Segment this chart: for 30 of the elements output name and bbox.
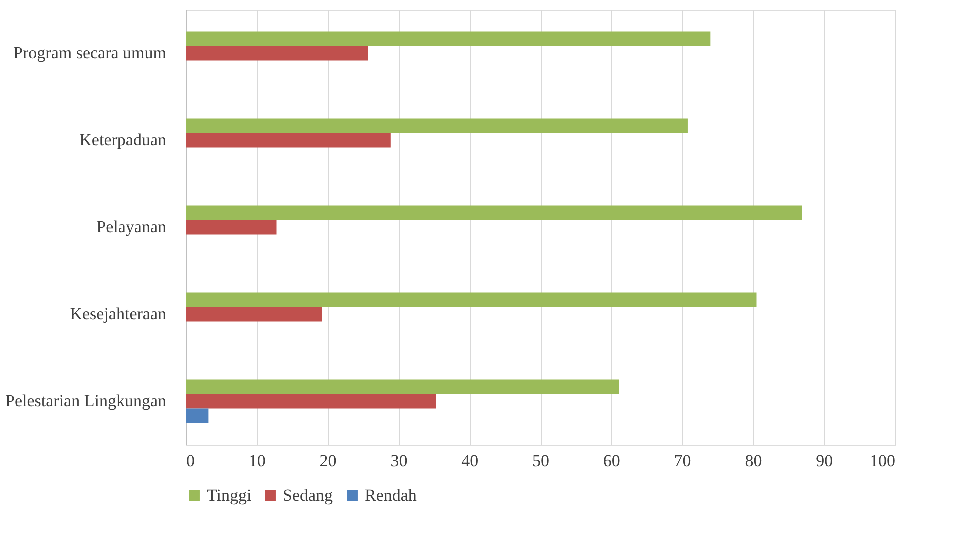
x-tick-label: 0 xyxy=(186,452,195,470)
bar xyxy=(186,380,620,394)
x-tick-label: 30 xyxy=(390,452,408,470)
x-tick-label: 20 xyxy=(320,452,337,470)
y-tick-label: Kesejahteraan xyxy=(70,304,167,324)
legend-label: Tinggi xyxy=(207,486,252,505)
x-tick-label: 50 xyxy=(532,452,550,470)
bar xyxy=(186,394,436,409)
y-tick-label: Keterpaduan xyxy=(80,130,167,150)
bar xyxy=(186,220,277,235)
x-tick-label: 40 xyxy=(462,452,479,470)
legend-label: Sedang xyxy=(283,486,334,505)
y-tick-label: Pelestarian Lingkungan xyxy=(6,392,167,410)
bar xyxy=(186,118,688,134)
x-tick-label: 80 xyxy=(745,452,762,470)
bar xyxy=(186,133,391,148)
legend-label: Rendah xyxy=(365,486,418,505)
bar xyxy=(186,46,368,61)
x-tick-label: 100 xyxy=(870,452,896,470)
bar xyxy=(186,292,757,308)
y-tick-label: Program secara umum xyxy=(14,44,166,62)
x-tick-label: 10 xyxy=(248,452,266,470)
x-tick-label: 90 xyxy=(816,452,834,470)
bar xyxy=(186,32,711,46)
bar xyxy=(186,408,209,424)
y-tick-label: Pelayanan xyxy=(96,218,167,236)
x-tick-label: 70 xyxy=(674,452,692,470)
bar xyxy=(186,307,322,322)
bar xyxy=(186,206,802,220)
x-tick-label: 60 xyxy=(603,452,620,470)
